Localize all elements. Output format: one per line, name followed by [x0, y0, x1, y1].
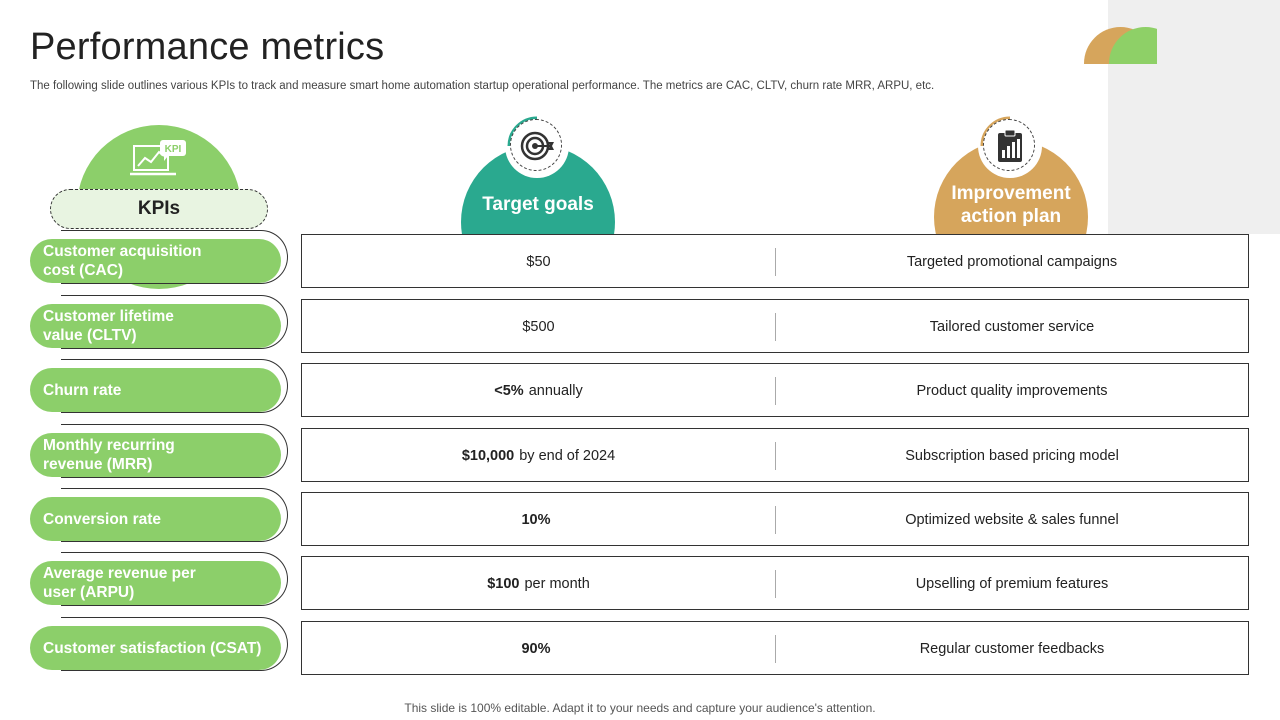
metric-row: Churn rate <5% annually Product quality i…	[0, 359, 1280, 417]
target-dart-icon	[520, 131, 554, 161]
metric-box: $500 Tailored customer service	[301, 299, 1249, 353]
target-value: $500	[522, 319, 555, 335]
metric-row: Customer lifetime value (CLTV) $500 Tailo…	[0, 295, 1280, 353]
target-goals-header: Target goals	[461, 0, 615, 234]
target-value: 90%	[521, 641, 551, 657]
action-value: Upselling of premium features	[915, 576, 1109, 592]
metric-box: <5% annually Product quality improvements	[301, 363, 1249, 417]
metric-box: 10% Optimized website & sales funnel	[301, 492, 1249, 546]
clipboard-chart-icon	[998, 129, 1022, 162]
target-badge	[505, 114, 569, 178]
target-goals-label: Target goals	[482, 194, 594, 215]
kpi-monitor-icon: KPI	[130, 138, 188, 185]
metric-row: Customer acquisition cost (CAC) $50 Targe…	[0, 230, 1280, 288]
metric-row: Monthly recurring revenue (MRR) $10,000 by…	[0, 424, 1280, 482]
kpi-icon-text: KPI	[165, 144, 182, 155]
metric-row: Conversion rate 10% Optimized website & …	[0, 488, 1280, 546]
action-value: Product quality improvements	[916, 383, 1108, 399]
target-value: $50	[526, 254, 551, 270]
action-plan-header: Improvement action plan	[934, 0, 1088, 234]
metric-row: Customer satisfaction (CSAT) 90% Regular…	[0, 617, 1280, 675]
metric-row: Average revenue per user (ARPU) $100 per m…	[0, 552, 1280, 610]
kpi-pill: Monthly recurring revenue (MRR)	[30, 433, 281, 477]
kpi-pill: Conversion rate	[30, 497, 281, 541]
action-value: Tailored customer service	[929, 319, 1095, 335]
target-value: <5% annually	[494, 383, 583, 399]
metric-box: 90% Regular customer feedbacks	[301, 621, 1249, 675]
action-plan-label-line2: action plan	[960, 206, 1062, 227]
metric-box: $10,000 by end of 2024 Subscription based…	[301, 428, 1249, 482]
kpi-pill: Average revenue per user (ARPU)	[30, 561, 281, 605]
page-subtitle: The following slide outlines various KPI…	[30, 80, 935, 92]
action-plan-label-line1: Improvement	[951, 183, 1071, 204]
action-value: Targeted promotional campaigns	[906, 254, 1118, 270]
kpi-pill: Customer satisfaction (CSAT)	[30, 626, 281, 670]
metric-box: $50 Targeted promotional campaigns	[301, 234, 1249, 288]
action-badge	[978, 114, 1042, 178]
target-value: 10%	[521, 512, 551, 528]
action-value: Optimized website & sales funnel	[905, 512, 1119, 528]
target-value: $10,000 by end of 2024	[461, 448, 616, 464]
decorative-half-circles	[1084, 27, 1157, 64]
page-title: Performance metrics	[30, 26, 385, 68]
kpi-pill: Churn rate	[30, 368, 281, 412]
metric-box: $100 per month Upselling of premium featu…	[301, 556, 1249, 610]
kpis-column-header: KPIs	[50, 189, 268, 229]
target-value: $100 per month	[487, 576, 590, 592]
kpi-pill: Customer acquisition cost (CAC)	[30, 239, 281, 283]
footer-note: This slide is 100% editable. Adapt it to…	[404, 701, 876, 715]
kpi-pill: Customer lifetime value (CLTV)	[30, 304, 281, 348]
action-value: Subscription based pricing model	[905, 448, 1119, 464]
action-value: Regular customer feedbacks	[919, 641, 1105, 657]
